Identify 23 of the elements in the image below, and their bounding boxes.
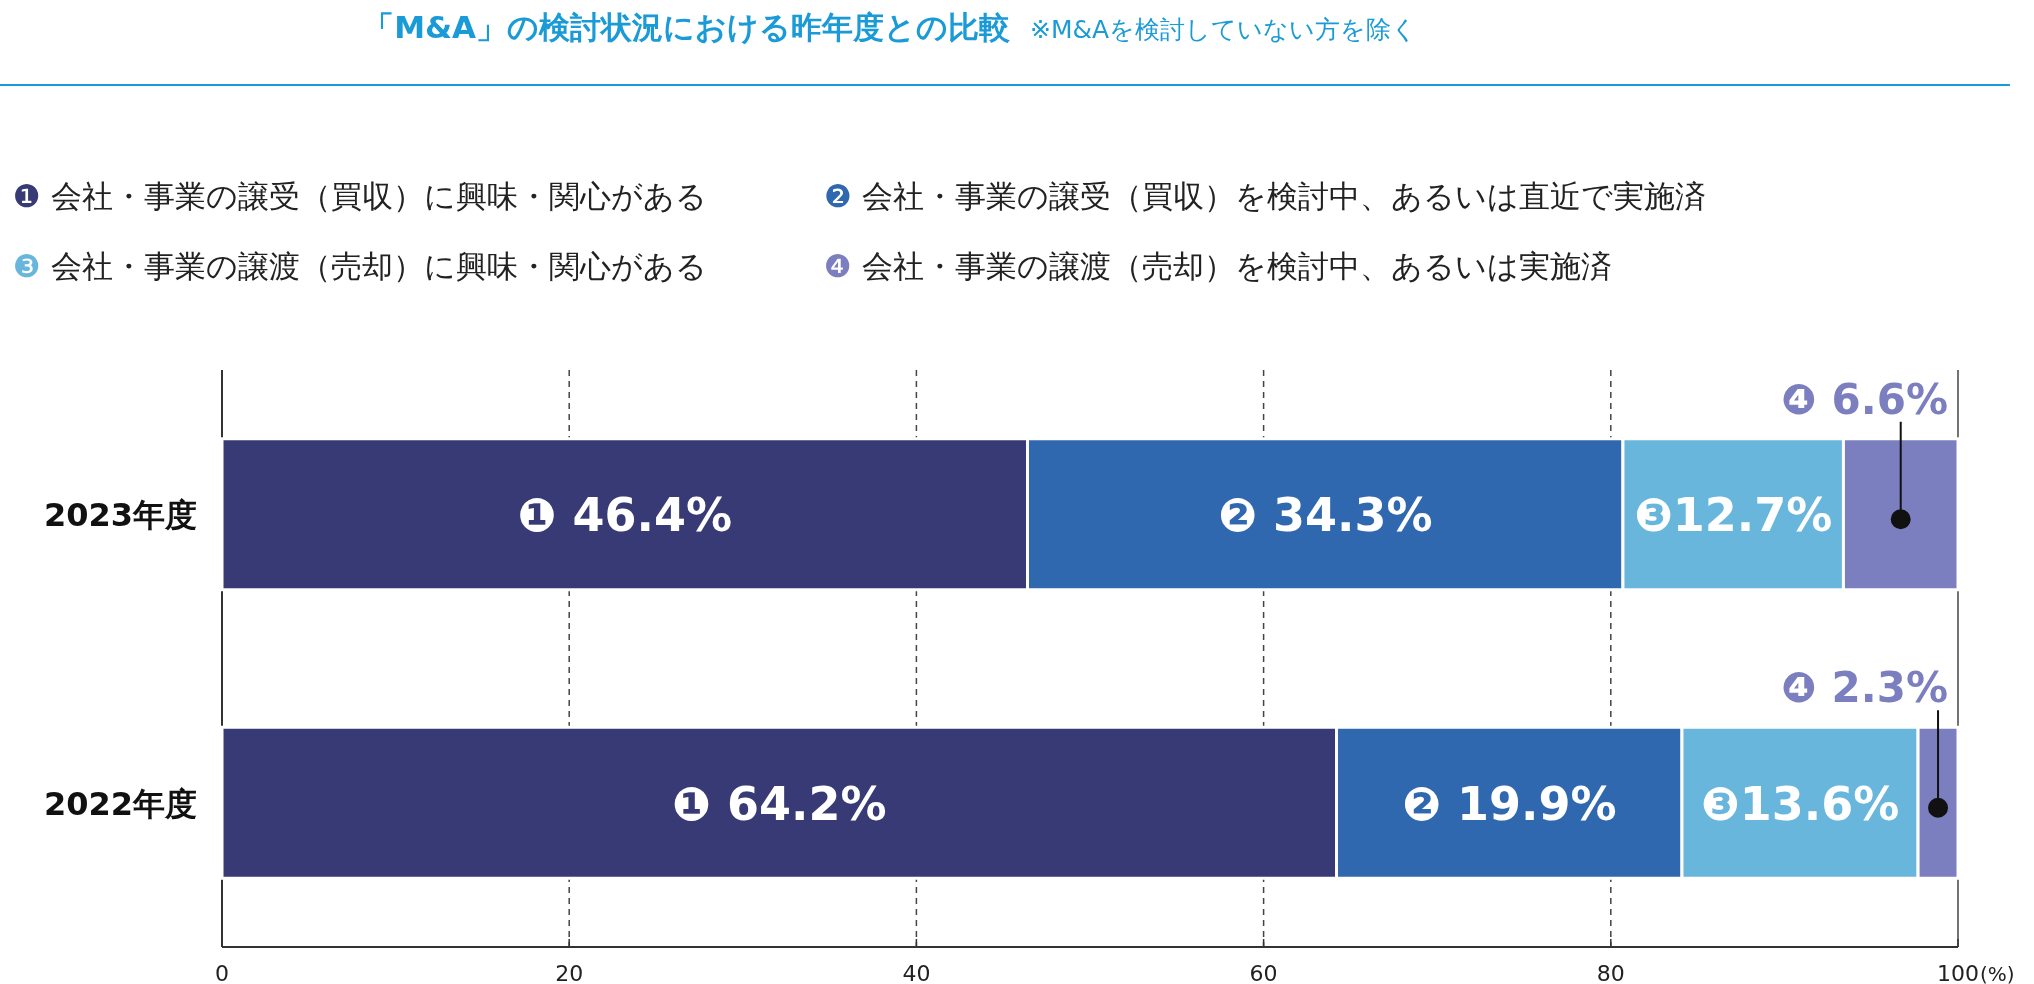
chart-subtitle: ※M&Aを検討していない方を除く bbox=[1030, 15, 1418, 44]
data-label: ❷ 34.3% bbox=[1217, 488, 1433, 543]
x-tick-label: 40 bbox=[902, 961, 931, 984]
y-tick-label: 2022年度 bbox=[43, 784, 197, 823]
x-axis-title: (%) bbox=[1980, 962, 2015, 984]
x-tick-label: 80 bbox=[1596, 961, 1625, 984]
data-label: ❷ 19.9% bbox=[1401, 776, 1617, 831]
data-label: ❸13.6% bbox=[1700, 776, 1900, 831]
y-tick-label: 2023年度 bbox=[43, 496, 197, 535]
text: ❸ 会社・事業の譲渡（売却）に興味・関心がある bbox=[13, 248, 707, 284]
text: ❶ 会社・事業の譲受（買収）に興味・関心がある bbox=[13, 178, 707, 214]
x-tick-label: 0 bbox=[215, 961, 229, 984]
x-tick-label: 60 bbox=[1249, 961, 1278, 984]
chart-title: 「M&A」の検討状況における昨年度との比較 bbox=[363, 9, 1010, 45]
data-label: ❸12.7% bbox=[1633, 488, 1833, 543]
x-tick-label: 100 bbox=[1937, 961, 1979, 984]
text: ❷ 会社・事業の譲受（買収）を検討中、あるいは直近で実施済 bbox=[824, 178, 1706, 214]
data-label: ❶ 64.2% bbox=[671, 776, 887, 831]
x-tick-label: 20 bbox=[555, 961, 584, 984]
data-label: ❹ 2.3% bbox=[1781, 663, 1948, 713]
text: ❹ 会社・事業の譲渡（売却）を検討中、あるいは実施済 bbox=[824, 248, 1612, 284]
data-label: ❹ 6.6% bbox=[1781, 374, 1948, 424]
data-label: ❶ 46.4% bbox=[517, 488, 733, 543]
